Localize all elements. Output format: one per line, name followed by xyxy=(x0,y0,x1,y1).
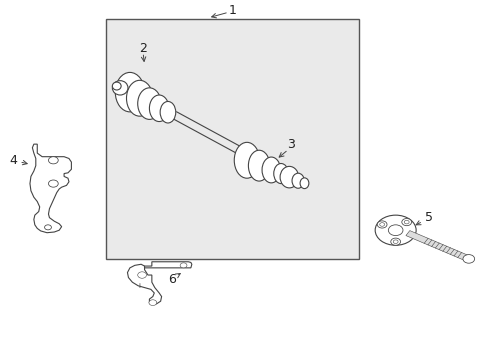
Text: 3: 3 xyxy=(286,138,294,151)
Ellipse shape xyxy=(234,142,259,178)
Ellipse shape xyxy=(248,150,269,181)
Ellipse shape xyxy=(280,166,298,188)
Circle shape xyxy=(392,240,397,243)
Ellipse shape xyxy=(300,178,308,189)
Circle shape xyxy=(379,223,384,226)
Ellipse shape xyxy=(291,173,304,188)
Circle shape xyxy=(401,219,411,226)
Ellipse shape xyxy=(262,157,280,183)
Polygon shape xyxy=(127,264,161,305)
Ellipse shape xyxy=(112,81,128,95)
Circle shape xyxy=(404,220,408,224)
Circle shape xyxy=(48,157,58,164)
Text: 2: 2 xyxy=(139,41,147,54)
Bar xyxy=(105,19,358,259)
Ellipse shape xyxy=(138,88,161,120)
Ellipse shape xyxy=(160,102,175,123)
Circle shape xyxy=(180,263,186,268)
Polygon shape xyxy=(405,231,470,261)
Ellipse shape xyxy=(112,82,121,90)
Ellipse shape xyxy=(115,72,144,112)
Circle shape xyxy=(149,300,157,306)
Text: 1: 1 xyxy=(228,4,236,17)
Circle shape xyxy=(374,215,415,245)
Circle shape xyxy=(138,272,146,278)
Text: i: i xyxy=(139,283,141,289)
Ellipse shape xyxy=(273,163,288,184)
Ellipse shape xyxy=(149,95,168,122)
Polygon shape xyxy=(30,144,71,233)
Circle shape xyxy=(387,225,402,235)
Text: 5: 5 xyxy=(424,211,432,224)
Polygon shape xyxy=(144,262,191,268)
Circle shape xyxy=(462,255,474,263)
Text: 6: 6 xyxy=(168,273,176,286)
Circle shape xyxy=(48,180,58,187)
Circle shape xyxy=(44,225,51,230)
Circle shape xyxy=(390,238,400,245)
Circle shape xyxy=(377,221,386,228)
Text: 4: 4 xyxy=(9,154,17,167)
Ellipse shape xyxy=(126,80,153,116)
